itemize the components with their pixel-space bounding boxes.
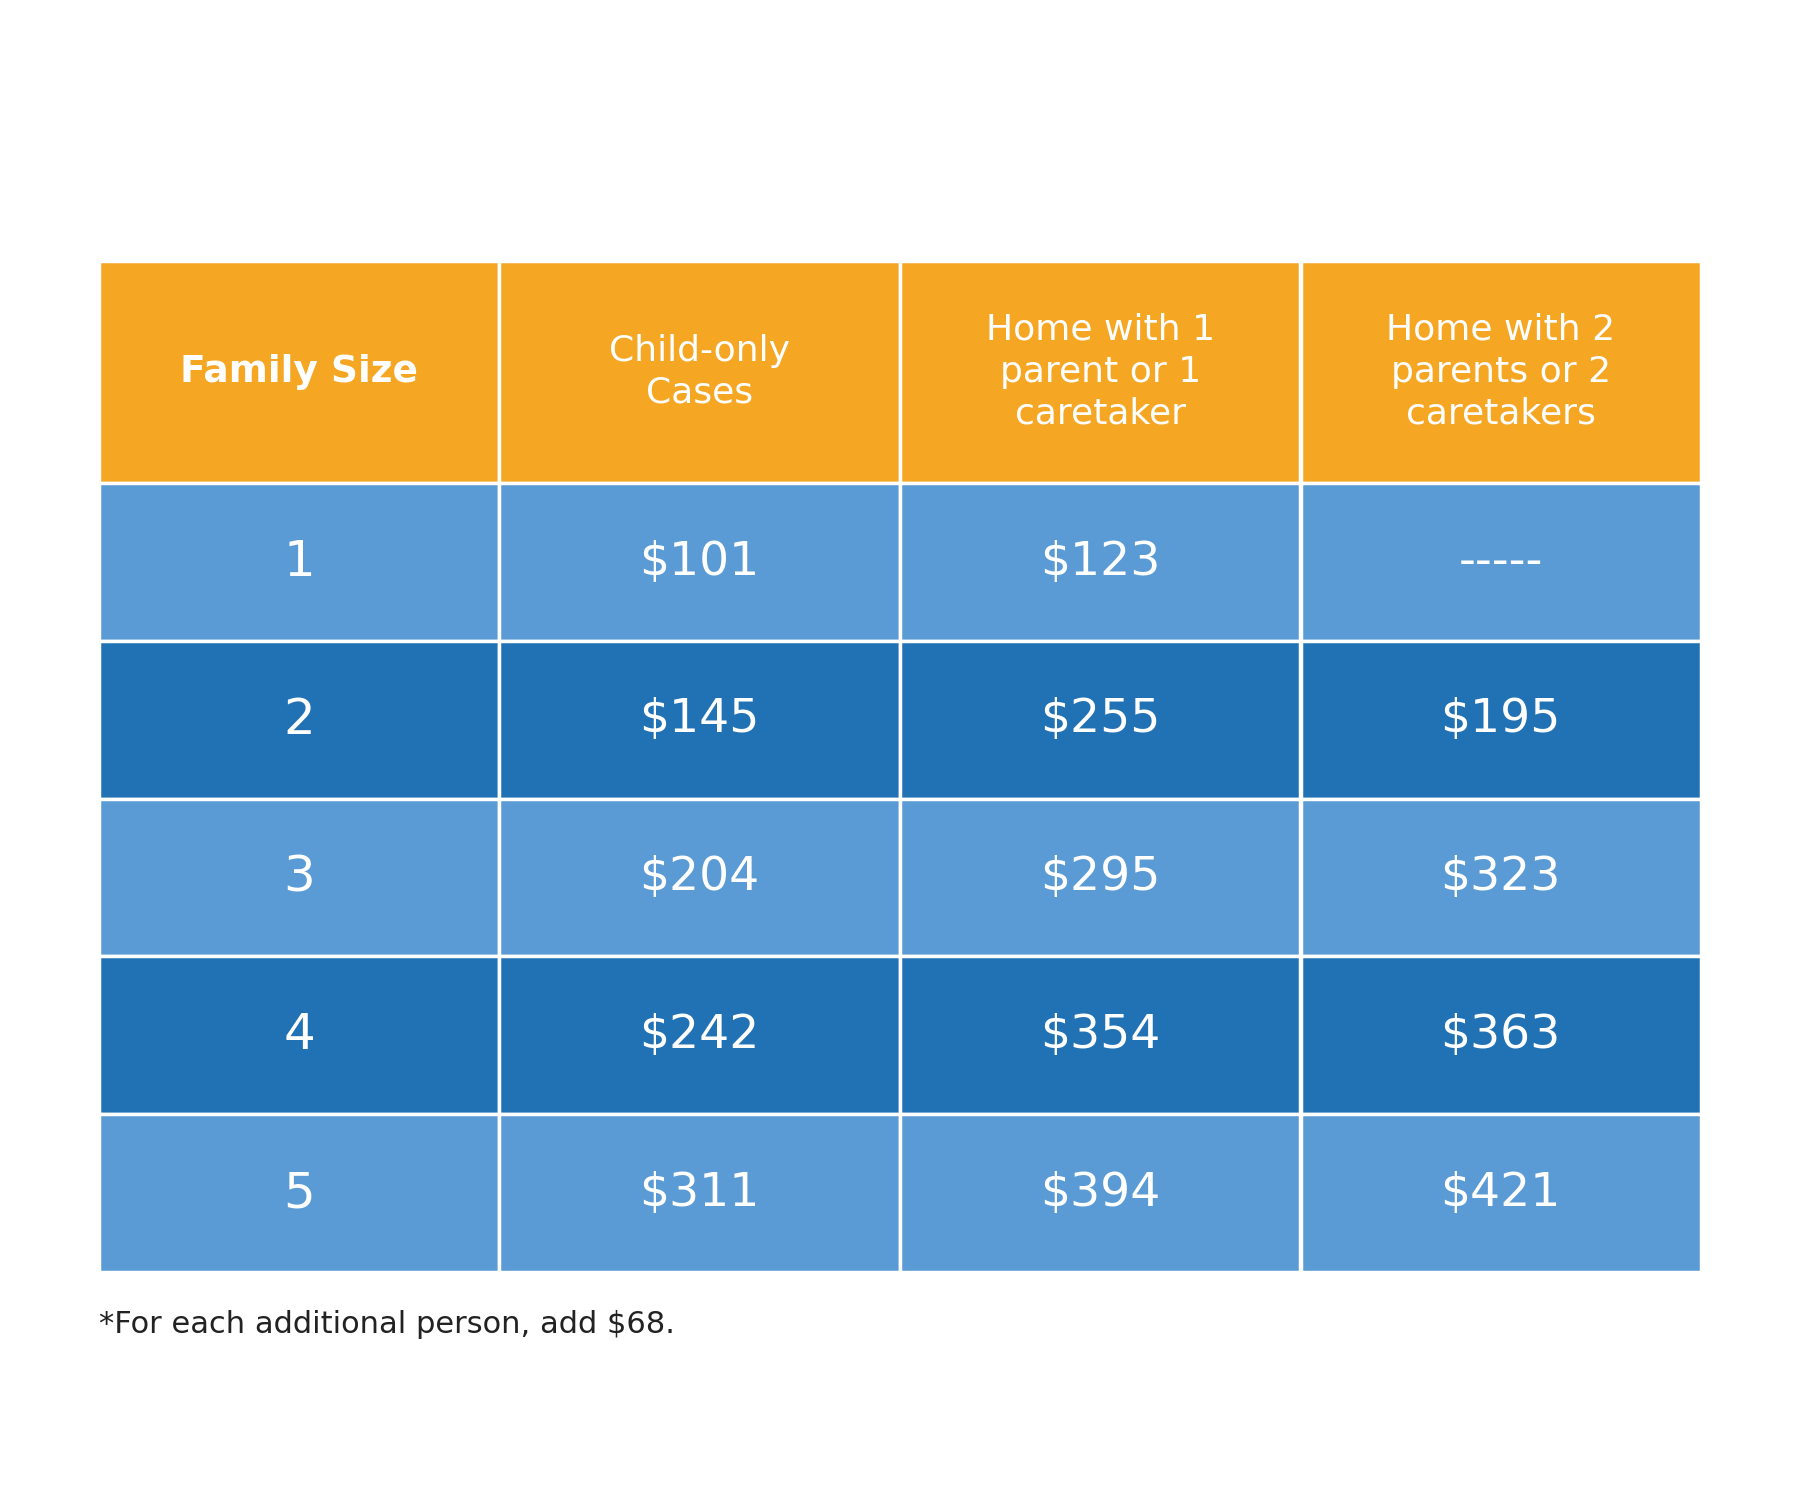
Text: Home with 2
parents or 2
caretakers: Home with 2 parents or 2 caretakers bbox=[1386, 314, 1615, 430]
Bar bbox=[1300, 798, 1701, 957]
Bar bbox=[900, 798, 1300, 957]
Bar bbox=[499, 483, 900, 640]
Bar bbox=[499, 1114, 900, 1272]
Text: $311: $311 bbox=[639, 1170, 760, 1215]
Bar bbox=[1300, 261, 1701, 483]
Text: 4: 4 bbox=[283, 1011, 315, 1059]
Bar bbox=[499, 798, 900, 957]
Text: 2019 TANF Benefit Limits: 2019 TANF Benefit Limits bbox=[128, 48, 1672, 154]
Text: $295: $295 bbox=[1040, 855, 1161, 900]
Bar bbox=[499, 957, 900, 1114]
Bar bbox=[900, 261, 1300, 483]
Text: $323: $323 bbox=[1440, 855, 1561, 900]
Text: 5: 5 bbox=[283, 1168, 315, 1216]
Bar bbox=[99, 261, 499, 483]
Text: $242: $242 bbox=[639, 1013, 760, 1058]
Text: $394: $394 bbox=[1040, 1170, 1161, 1215]
Text: 1: 1 bbox=[283, 538, 315, 586]
Text: Family Size: Family Size bbox=[180, 354, 418, 390]
Bar bbox=[1300, 1114, 1701, 1272]
Text: $354: $354 bbox=[1040, 1013, 1161, 1058]
Bar bbox=[99, 798, 499, 957]
Text: MedicarePlanFinder.com: MedicarePlanFinder.com bbox=[400, 1384, 1400, 1454]
Bar bbox=[900, 1114, 1300, 1272]
Bar bbox=[99, 483, 499, 640]
Text: 3: 3 bbox=[283, 853, 315, 901]
Text: $195: $195 bbox=[1440, 698, 1561, 742]
Bar bbox=[900, 640, 1300, 798]
Text: 2: 2 bbox=[283, 696, 315, 744]
Text: -----: ----- bbox=[1458, 540, 1543, 585]
Bar bbox=[99, 1114, 499, 1272]
Text: *For each additional person, add $68.: *For each additional person, add $68. bbox=[99, 1310, 675, 1340]
Bar bbox=[499, 640, 900, 798]
Text: $363: $363 bbox=[1440, 1013, 1561, 1058]
Bar bbox=[900, 483, 1300, 640]
Bar bbox=[900, 957, 1300, 1114]
Bar bbox=[1300, 640, 1701, 798]
Text: Child-only
Cases: Child-only Cases bbox=[608, 334, 790, 410]
Bar bbox=[99, 957, 499, 1114]
Bar bbox=[99, 640, 499, 798]
Bar bbox=[499, 261, 900, 483]
Text: $145: $145 bbox=[639, 698, 760, 742]
Bar bbox=[1300, 957, 1701, 1114]
Text: Home with 1
parent or 1
caretaker: Home with 1 parent or 1 caretaker bbox=[986, 314, 1215, 430]
Text: $123: $123 bbox=[1040, 540, 1161, 585]
Text: $204: $204 bbox=[639, 855, 760, 900]
Text: Powered by MEDICARE Health Benefits: Powered by MEDICARE Health Benefits bbox=[551, 1454, 1249, 1488]
Bar bbox=[1300, 483, 1701, 640]
Text: $421: $421 bbox=[1440, 1170, 1561, 1215]
Text: $255: $255 bbox=[1040, 698, 1161, 742]
Text: $101: $101 bbox=[639, 540, 760, 585]
